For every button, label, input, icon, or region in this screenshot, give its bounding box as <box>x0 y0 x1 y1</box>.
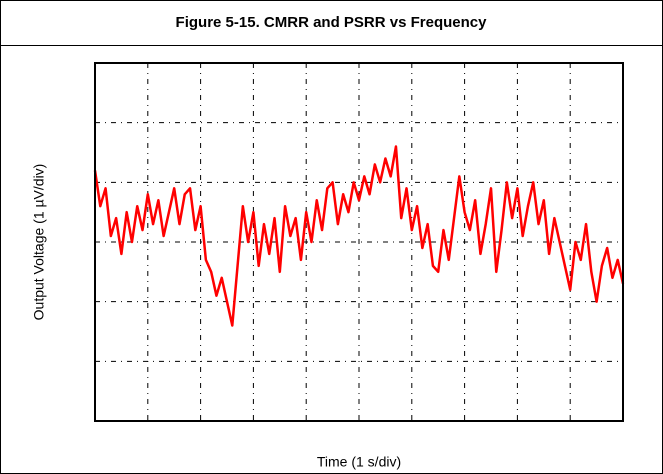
series-line <box>93 145 625 327</box>
x-axis-label: Time (1 s/div) <box>317 454 401 470</box>
y-axis-label: Output Voltage (1 µV/div) <box>31 164 47 321</box>
plot-border <box>94 62 624 422</box>
chart-title: Figure 5-15. CMRR and PSRR vs Frequency <box>176 14 488 31</box>
